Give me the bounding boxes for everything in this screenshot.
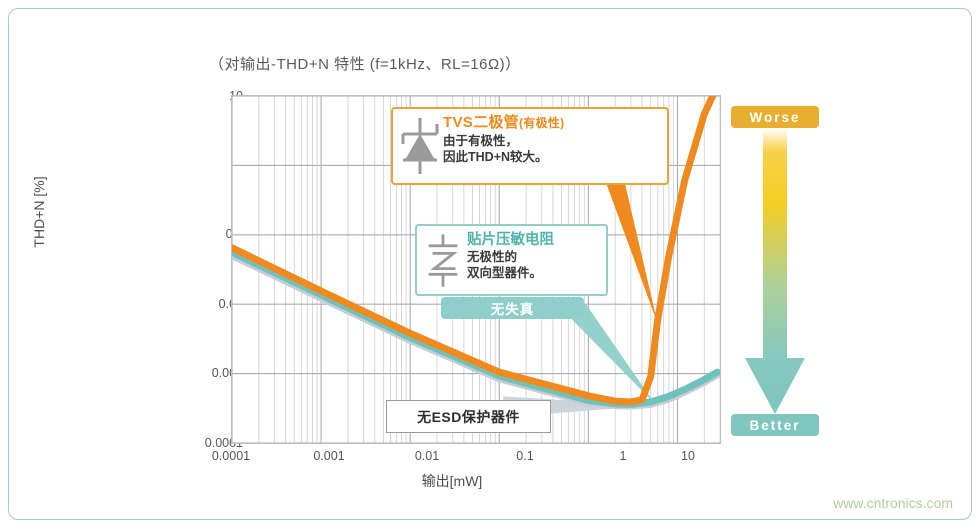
x-tick-0.001: 0.001 xyxy=(313,449,345,463)
x-axis-label-wrap: 输出[mW] xyxy=(9,471,943,491)
gradient-arrow-icon xyxy=(731,128,819,416)
no-esd-box: 无ESD保护器件 xyxy=(386,400,551,433)
tvs-diode-symbol xyxy=(399,114,441,179)
x-tick-0.0001: 0.0001 xyxy=(211,449,251,463)
tvs-callout: TVS二极管(有极性) 由于有极性， 因此THD+N较大。 xyxy=(391,107,669,185)
better-badge: Better xyxy=(731,414,819,436)
tvs-leader xyxy=(593,149,658,324)
tvs-callout-line1: 由于有极性， xyxy=(443,133,519,148)
y-axis-label: THD+N [%] xyxy=(31,176,47,248)
varistor-symbol xyxy=(423,231,465,290)
data-curves xyxy=(232,96,720,418)
varistor-callout: 贴片压敏电阻 无极性的 双向型器件。 xyxy=(415,224,608,296)
tvs-callout-line2: 因此THD+N较大。 xyxy=(443,150,548,164)
x-tick-0.1: 0.1 xyxy=(516,449,534,463)
chart-title: （对输出-THD+N 特性 (f=1kHz、RL=16Ω)） xyxy=(209,56,521,73)
worse-badge: Worse xyxy=(731,106,819,128)
varistor-leader xyxy=(557,304,656,404)
varistor-callout-line1: 无极性的 xyxy=(467,250,518,265)
no-distortion-pill: 无失真 xyxy=(441,297,584,319)
tvs-callout-title: TVS二极管(有极性) xyxy=(443,114,565,131)
x-tick-1: 1 xyxy=(619,449,627,463)
x-tick-10: 10 xyxy=(681,449,695,463)
varistor-callout-title: 贴片压敏电阻 xyxy=(467,232,554,248)
x-axis-label: 输出[mW] xyxy=(421,473,483,489)
watermark: www.cntronics.com xyxy=(833,495,953,511)
curve-tvs-diode xyxy=(232,96,717,406)
x-tick-0.01: 0.01 xyxy=(414,449,440,463)
varistor-callout-line2: 双向型器件。 xyxy=(467,266,543,281)
chart-card: （对输出-THD+N 特性 (f=1kHz、RL=16Ω)） THD+N [%]… xyxy=(8,8,972,520)
